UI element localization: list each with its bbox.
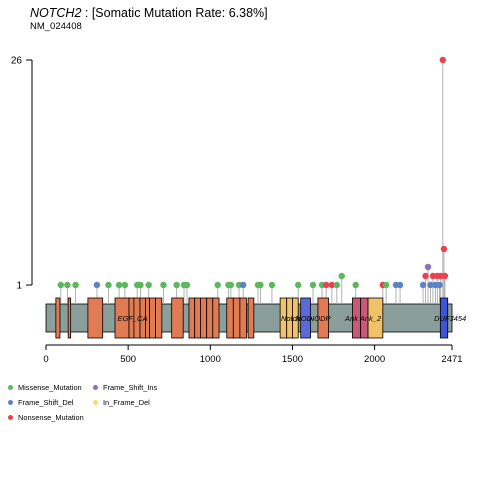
protein-domain <box>317 297 330 339</box>
mutation-point <box>338 272 345 280</box>
mutation-point <box>160 281 167 289</box>
domain-label: Ank <box>344 314 359 323</box>
mutation-rate-text: : [Somatic Mutation Rate: 6.38%] <box>81 6 268 20</box>
protein-domain <box>367 297 384 339</box>
mutation-point <box>72 281 79 289</box>
mutation-point <box>173 281 180 289</box>
gene-name: NOTCH2 <box>30 6 82 20</box>
y-tick-label: 26 <box>11 56 23 67</box>
chart-title: NOTCH2 : [Somatic Mutation Rate: 6.38%] <box>30 6 268 20</box>
mutation-point <box>382 281 390 289</box>
protein-domain <box>55 297 61 339</box>
y-tick-label: 1 <box>16 281 22 292</box>
mutation-point <box>439 56 446 64</box>
domain-label: DUF3454 <box>434 314 466 323</box>
mutation-point <box>93 281 101 289</box>
mutation-point <box>396 281 404 289</box>
mutation-point <box>121 281 129 289</box>
x-tick-label: 2471 <box>441 354 462 365</box>
protein-domain <box>439 297 449 339</box>
mutation-point <box>441 272 449 280</box>
mutation-point <box>214 281 221 289</box>
legend-item: Nonsense_Mutation <box>8 413 84 422</box>
legend-swatch <box>93 400 98 405</box>
mutation-point <box>352 281 359 289</box>
x-tick-label: 1000 <box>200 354 221 365</box>
legend-item: In_Frame_Del <box>93 398 150 407</box>
domain-label: NOD <box>295 314 312 323</box>
mutation-point <box>105 281 112 289</box>
protein-domain <box>171 297 184 339</box>
mutation-point <box>328 281 336 289</box>
legend-label: Nonsense_Mutation <box>18 413 84 422</box>
mutation-point <box>429 272 437 280</box>
protein-domain <box>67 297 72 339</box>
mutation-point <box>57 281 64 289</box>
protein-domain <box>188 297 196 339</box>
mutation-point <box>322 281 330 289</box>
legend-label: Missense_Mutation <box>18 383 82 392</box>
mutation-point <box>295 281 302 289</box>
protein-domain <box>155 297 163 339</box>
protein-domain <box>232 297 241 339</box>
legend-swatch <box>8 400 13 405</box>
protein-domain <box>87 297 104 339</box>
x-tick-label: 500 <box>120 354 136 365</box>
legend-label: Frame_Shift_Ins <box>103 383 158 392</box>
legend-label: Frame_Shift_Del <box>18 398 74 407</box>
mutation-point <box>333 281 341 289</box>
domain-label: EGF_CA <box>117 314 147 323</box>
protein-domain <box>300 297 311 339</box>
mutation-point <box>145 281 152 289</box>
protein-domain <box>212 297 220 339</box>
legend-swatch <box>8 415 13 420</box>
domain-label: Ank_2 <box>359 314 382 323</box>
mutation-point <box>268 281 276 289</box>
mutation-point <box>419 281 427 289</box>
legend-item: Frame_Shift_Del <box>8 398 73 407</box>
mutation-point <box>309 281 317 289</box>
protein-domain <box>200 297 208 339</box>
mutation-point <box>239 281 247 289</box>
legend-label: In_Frame_Del <box>103 398 150 407</box>
protein-domain <box>226 297 234 339</box>
protein-domain <box>247 297 255 339</box>
mutation-point <box>427 281 434 289</box>
x-tick-label: 0 <box>43 354 48 365</box>
x-tick-label: 2000 <box>364 354 385 365</box>
protein-domain <box>194 297 201 339</box>
mutation-point <box>440 245 448 253</box>
mutation-point <box>436 281 443 289</box>
legend-swatch <box>93 385 98 390</box>
mutation-point <box>424 263 432 271</box>
legend-item: Frame_Shift_Ins <box>93 383 157 392</box>
protein-domain <box>239 297 247 339</box>
protein-domain <box>292 297 299 339</box>
domain-label: NODP <box>309 314 331 323</box>
mutation-point <box>183 281 191 289</box>
mutation-point <box>137 281 144 289</box>
mutation-point <box>115 281 123 289</box>
protein-domain <box>206 297 214 339</box>
legend-swatch <box>8 385 13 390</box>
protein-domain <box>149 297 156 339</box>
domain-label: Notch <box>281 314 301 323</box>
legend-item: Missense_Mutation <box>8 383 82 392</box>
transcript-id: NM_024408 <box>30 21 82 32</box>
mutation-point <box>227 281 235 289</box>
mutation-point <box>64 281 71 289</box>
x-tick-label: 1500 <box>282 354 303 365</box>
mutation-point <box>257 281 264 289</box>
mutation-point <box>422 272 429 280</box>
